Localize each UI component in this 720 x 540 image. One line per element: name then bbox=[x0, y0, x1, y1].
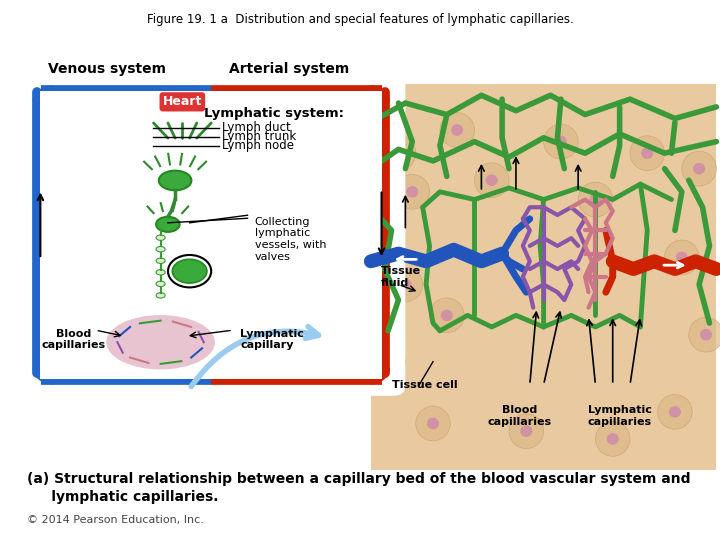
Ellipse shape bbox=[474, 163, 509, 198]
Text: Tissue
fluid: Tissue fluid bbox=[381, 266, 421, 287]
Text: (a) Structural relationship between a capillary bed of the blood vascular system: (a) Structural relationship between a ca… bbox=[27, 472, 691, 487]
Ellipse shape bbox=[590, 194, 601, 205]
Ellipse shape bbox=[544, 124, 578, 159]
Ellipse shape bbox=[509, 414, 544, 449]
Ellipse shape bbox=[388, 267, 423, 302]
Ellipse shape bbox=[665, 240, 699, 275]
Ellipse shape bbox=[669, 406, 681, 417]
Ellipse shape bbox=[657, 395, 692, 429]
Ellipse shape bbox=[595, 422, 630, 456]
FancyBboxPatch shape bbox=[17, 74, 405, 396]
Ellipse shape bbox=[156, 269, 165, 275]
Ellipse shape bbox=[607, 433, 618, 445]
Ellipse shape bbox=[406, 186, 418, 198]
FancyBboxPatch shape bbox=[40, 91, 382, 379]
Ellipse shape bbox=[371, 345, 405, 379]
Circle shape bbox=[168, 255, 211, 287]
Text: Lymphatic
capillary: Lymphatic capillary bbox=[240, 329, 304, 350]
Text: Figure 19. 1 a  Distribution and special features of lymphatic capillaries.: Figure 19. 1 a Distribution and special … bbox=[147, 14, 573, 26]
Bar bbox=[371, 84, 716, 470]
Ellipse shape bbox=[395, 174, 430, 209]
Ellipse shape bbox=[159, 171, 192, 190]
Ellipse shape bbox=[107, 315, 215, 369]
Ellipse shape bbox=[521, 426, 532, 437]
Ellipse shape bbox=[440, 113, 474, 147]
Ellipse shape bbox=[676, 252, 688, 263]
Text: lymphatic capillaries.: lymphatic capillaries. bbox=[27, 490, 219, 504]
Ellipse shape bbox=[156, 293, 165, 298]
Ellipse shape bbox=[156, 217, 179, 232]
Ellipse shape bbox=[430, 298, 464, 333]
Ellipse shape bbox=[172, 259, 207, 283]
Ellipse shape bbox=[427, 417, 439, 429]
Ellipse shape bbox=[642, 147, 653, 159]
Ellipse shape bbox=[381, 136, 415, 171]
Ellipse shape bbox=[630, 136, 665, 171]
Ellipse shape bbox=[156, 246, 165, 252]
Text: Lymphatic system:: Lymphatic system: bbox=[204, 107, 344, 120]
Ellipse shape bbox=[375, 252, 387, 263]
Text: © 2014 Pearson Education, Inc.: © 2014 Pearson Education, Inc. bbox=[27, 515, 204, 525]
Text: Lymph trunk: Lymph trunk bbox=[222, 130, 297, 143]
Ellipse shape bbox=[392, 147, 405, 159]
Ellipse shape bbox=[693, 163, 705, 174]
Ellipse shape bbox=[156, 235, 165, 240]
Text: Blood
capillaries: Blood capillaries bbox=[487, 405, 552, 427]
FancyArrowPatch shape bbox=[192, 327, 318, 387]
Text: Tissue cell: Tissue cell bbox=[392, 380, 457, 390]
Text: Lymph node: Lymph node bbox=[222, 139, 294, 152]
Ellipse shape bbox=[555, 136, 567, 147]
Ellipse shape bbox=[382, 356, 394, 368]
Ellipse shape bbox=[364, 240, 398, 275]
Ellipse shape bbox=[400, 279, 411, 291]
Ellipse shape bbox=[682, 151, 716, 186]
Text: Arterial system: Arterial system bbox=[230, 62, 350, 76]
Ellipse shape bbox=[451, 124, 463, 136]
Ellipse shape bbox=[578, 182, 613, 217]
Ellipse shape bbox=[700, 329, 712, 340]
Text: Blood
capillaries: Blood capillaries bbox=[42, 329, 106, 350]
Ellipse shape bbox=[156, 281, 165, 287]
Text: Lymph duct: Lymph duct bbox=[222, 121, 291, 134]
Text: Collecting
lymphatic
vessels, with
valves: Collecting lymphatic vessels, with valve… bbox=[255, 217, 326, 261]
Ellipse shape bbox=[441, 309, 453, 321]
Ellipse shape bbox=[486, 174, 498, 186]
Ellipse shape bbox=[689, 318, 720, 352]
Ellipse shape bbox=[415, 406, 450, 441]
Text: Lymphatic
capillaries: Lymphatic capillaries bbox=[588, 405, 652, 427]
Text: Heart: Heart bbox=[163, 96, 202, 109]
Ellipse shape bbox=[156, 258, 165, 264]
Text: Venous system: Venous system bbox=[48, 62, 166, 76]
